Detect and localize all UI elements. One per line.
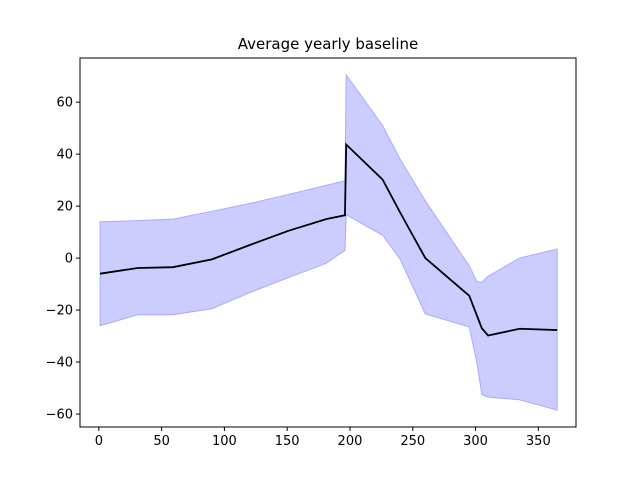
y-axis: −60 −40 −20 0 20 40 60 (46, 96, 80, 423)
x-tick-label: 0 (95, 434, 103, 449)
confidence-band-layer (99, 73, 558, 411)
x-axis: 0 50 100 150 200 250 300 350 (95, 427, 551, 449)
x-tick-label: 150 (275, 434, 300, 449)
axes-frame (79, 57, 577, 428)
x-tick-label: 250 (400, 434, 425, 449)
x-tick-label: 50 (153, 434, 170, 449)
mean-line-layer (99, 142, 558, 337)
x-tick-label: 350 (526, 434, 551, 449)
y-tick-label: 40 (56, 148, 73, 163)
y-tick-label: 0 (65, 252, 73, 267)
y-tick-label: −20 (46, 304, 73, 319)
x-tick-label: 100 (212, 434, 237, 449)
x-tick-label: 300 (463, 434, 488, 449)
y-tick-label: 60 (56, 96, 73, 111)
chart-title: Average yearly baseline (238, 35, 418, 53)
y-tick-label: 20 (56, 200, 73, 215)
y-tick-label: −60 (46, 408, 73, 423)
confidence-band (99, 73, 558, 411)
y-tick-label: −40 (46, 356, 73, 371)
mean-line (99, 142, 558, 337)
x-tick-label: 200 (338, 434, 363, 449)
